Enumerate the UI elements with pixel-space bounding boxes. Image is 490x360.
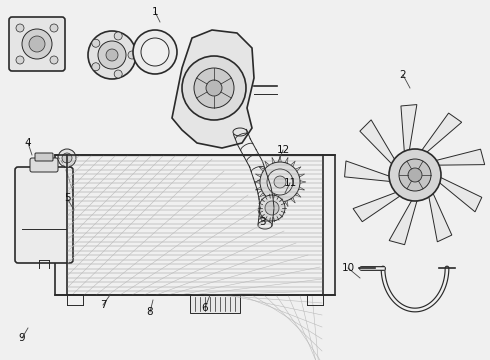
Polygon shape bbox=[285, 201, 288, 207]
Text: 11: 11 bbox=[283, 178, 296, 188]
Polygon shape bbox=[435, 149, 485, 165]
Polygon shape bbox=[401, 104, 417, 153]
Circle shape bbox=[114, 70, 122, 78]
Polygon shape bbox=[295, 167, 301, 171]
Circle shape bbox=[114, 32, 122, 40]
Polygon shape bbox=[389, 199, 417, 245]
Polygon shape bbox=[285, 157, 288, 163]
Circle shape bbox=[16, 56, 24, 64]
Polygon shape bbox=[254, 181, 260, 183]
Circle shape bbox=[29, 36, 45, 52]
Polygon shape bbox=[279, 156, 281, 162]
Polygon shape bbox=[190, 295, 240, 313]
Polygon shape bbox=[344, 161, 392, 182]
Polygon shape bbox=[300, 181, 306, 183]
Circle shape bbox=[92, 39, 100, 47]
Text: 1: 1 bbox=[152, 7, 158, 17]
Polygon shape bbox=[298, 187, 305, 190]
Polygon shape bbox=[259, 167, 265, 171]
Circle shape bbox=[389, 149, 441, 201]
Polygon shape bbox=[279, 202, 281, 208]
Text: 4: 4 bbox=[24, 138, 31, 148]
Polygon shape bbox=[265, 161, 270, 167]
Polygon shape bbox=[255, 174, 262, 177]
FancyBboxPatch shape bbox=[15, 167, 73, 263]
Polygon shape bbox=[291, 197, 295, 203]
Circle shape bbox=[88, 31, 136, 79]
Circle shape bbox=[98, 41, 126, 69]
Polygon shape bbox=[429, 192, 452, 242]
Polygon shape bbox=[353, 192, 401, 222]
Circle shape bbox=[50, 24, 58, 32]
Polygon shape bbox=[291, 161, 295, 167]
Text: 12: 12 bbox=[276, 145, 290, 155]
Polygon shape bbox=[421, 113, 462, 153]
Circle shape bbox=[62, 153, 72, 163]
Polygon shape bbox=[255, 187, 262, 190]
Polygon shape bbox=[438, 177, 482, 212]
Text: 6: 6 bbox=[202, 303, 208, 313]
Circle shape bbox=[259, 195, 285, 221]
Text: 7: 7 bbox=[99, 300, 106, 310]
Circle shape bbox=[133, 30, 177, 74]
Text: 2: 2 bbox=[400, 70, 406, 80]
Circle shape bbox=[274, 176, 286, 188]
Circle shape bbox=[106, 49, 118, 61]
Polygon shape bbox=[295, 193, 301, 197]
Text: 5: 5 bbox=[64, 193, 70, 203]
Circle shape bbox=[260, 162, 300, 202]
Polygon shape bbox=[272, 157, 275, 163]
Circle shape bbox=[128, 51, 136, 59]
Polygon shape bbox=[172, 30, 254, 148]
Circle shape bbox=[267, 169, 293, 195]
Polygon shape bbox=[265, 197, 270, 203]
Polygon shape bbox=[272, 201, 275, 207]
Text: 3: 3 bbox=[259, 217, 265, 227]
FancyBboxPatch shape bbox=[9, 17, 65, 71]
Text: 10: 10 bbox=[342, 263, 355, 273]
Circle shape bbox=[58, 149, 76, 167]
FancyBboxPatch shape bbox=[35, 153, 53, 161]
Circle shape bbox=[92, 63, 100, 71]
Circle shape bbox=[50, 56, 58, 64]
Circle shape bbox=[408, 168, 422, 182]
Circle shape bbox=[22, 29, 52, 59]
Polygon shape bbox=[360, 120, 395, 165]
Circle shape bbox=[182, 56, 246, 120]
Circle shape bbox=[206, 80, 222, 96]
Circle shape bbox=[16, 24, 24, 32]
Circle shape bbox=[399, 159, 431, 191]
Polygon shape bbox=[259, 193, 265, 197]
Circle shape bbox=[194, 68, 234, 108]
Polygon shape bbox=[298, 174, 305, 177]
Circle shape bbox=[141, 38, 169, 66]
Text: 8: 8 bbox=[147, 307, 153, 317]
FancyBboxPatch shape bbox=[30, 158, 58, 172]
Text: 9: 9 bbox=[19, 333, 25, 343]
Circle shape bbox=[265, 201, 279, 215]
